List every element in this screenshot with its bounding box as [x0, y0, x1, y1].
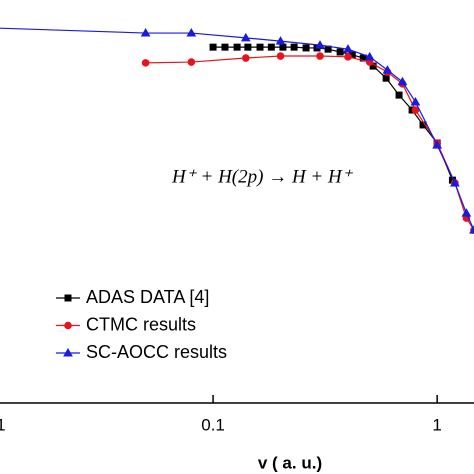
marker: [256, 43, 264, 51]
x-tick-label: 0.1: [201, 415, 225, 434]
series-line: [145, 55, 474, 231]
marker: [63, 347, 73, 357]
marker: [461, 208, 472, 217]
marker: [240, 32, 251, 42]
marker: [450, 177, 460, 187]
legend-label: ADAS DATA [4]: [86, 287, 209, 307]
legend-label: SC-AOCC results: [86, 342, 227, 362]
marker: [364, 51, 375, 61]
marker: [140, 28, 151, 37]
marker: [382, 65, 393, 74]
x-axis-label: v ( a. u.): [258, 453, 322, 472]
marker: [316, 52, 324, 60]
marker: [275, 36, 286, 45]
marker: [141, 59, 150, 67]
marker: [395, 91, 403, 99]
marker: [209, 43, 217, 51]
marker: [279, 43, 287, 51]
marker: [382, 74, 390, 82]
legend-label: CTMC results: [86, 314, 196, 334]
marker: [432, 140, 443, 149]
marker: [64, 321, 72, 330]
marker: [469, 225, 474, 234]
marker: [267, 43, 275, 51]
marker: [64, 294, 72, 302]
marker: [187, 58, 196, 66]
x-tick-label: 0.01: [0, 415, 6, 434]
marker: [244, 43, 252, 51]
marker: [410, 96, 421, 106]
marker: [344, 53, 352, 61]
marker: [233, 43, 241, 51]
marker: [315, 40, 325, 49]
marker: [343, 44, 353, 53]
marker: [302, 44, 310, 52]
marker: [411, 106, 420, 114]
marker: [290, 43, 298, 51]
marker: [221, 43, 229, 51]
marker: [336, 48, 344, 56]
marker: [397, 76, 408, 86]
x-tick-label: 1: [432, 415, 441, 434]
marker: [276, 52, 285, 60]
annotation: H⁺ + H(2p) → H + H⁺: [171, 166, 354, 187]
marker: [186, 28, 197, 37]
marker: [242, 54, 250, 62]
